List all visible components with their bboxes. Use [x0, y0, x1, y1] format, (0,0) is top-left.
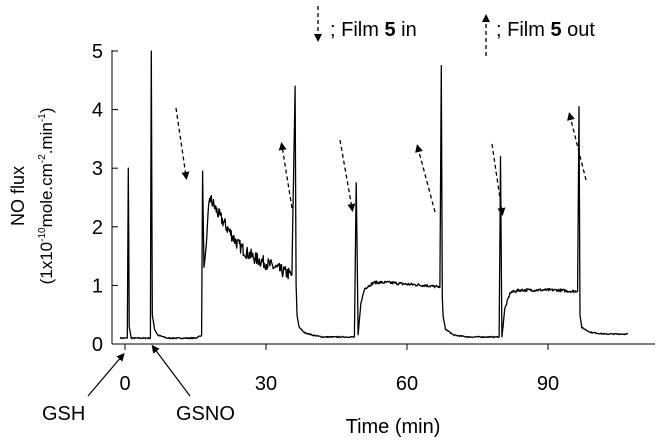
- legend-film-in-label: ; Film 5 in: [330, 19, 417, 41]
- gsno-arrow-icon: [151, 344, 191, 397]
- x-tick-label: 30: [255, 373, 277, 395]
- x-tick-label: 90: [537, 373, 559, 395]
- annotation-gsh: GSH: [42, 352, 125, 425]
- x-tick-label: 60: [396, 373, 418, 395]
- film-in-arrow-icon: [339, 139, 356, 212]
- legend-film-out-label: ; Film 5 out: [496, 19, 595, 41]
- y-tick-label: 0: [92, 334, 103, 356]
- y-axis-label: NO flux (1x10-10mole.cm-2.min-1): [8, 108, 56, 285]
- legend: ; Film 5 in ; Film 5 out: [314, 6, 595, 56]
- film-in-arrow-icon: [491, 143, 506, 216]
- y-tick-label: 5: [92, 41, 103, 63]
- x-tick-label: 0: [119, 373, 130, 395]
- film-out-arrow-icon: [415, 144, 436, 213]
- gsh-arrow-icon: [87, 352, 125, 397]
- y-axis-label-line1: NO flux: [8, 166, 28, 226]
- film-arrows: [175, 107, 587, 216]
- film-out-arrow-icon: [567, 112, 587, 181]
- y-tick-label: 3: [92, 158, 103, 180]
- x-axis-label: Time (min): [346, 416, 441, 438]
- film-in-arrow-icon: [175, 107, 190, 180]
- annotation-gsno: GSNO: [151, 344, 235, 425]
- y-tick-label: 4: [92, 100, 103, 122]
- film-out-arrow-icon: [278, 142, 293, 209]
- y-ticks: 0 1 2 3 4 5: [92, 41, 118, 356]
- y-tick-label: 2: [92, 217, 103, 239]
- x-ticks: 0 30 60 90: [119, 344, 559, 395]
- gsno-label: GSNO: [176, 403, 235, 425]
- y-axis-label-line2: (1x10-10mole.cm-2.min-1): [37, 108, 56, 285]
- gsh-label: GSH: [42, 403, 85, 425]
- no-flux-series-line: [119, 50, 629, 340]
- y-tick-label: 1: [92, 275, 103, 297]
